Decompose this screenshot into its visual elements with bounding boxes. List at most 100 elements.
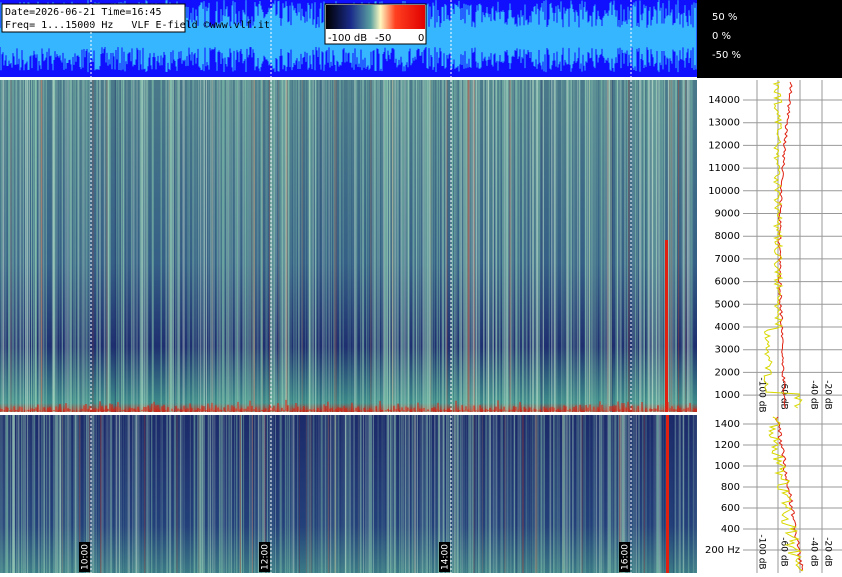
stripe [495,80,497,413]
freq-tick: 10000 [708,186,740,197]
stripe [430,80,432,413]
stripe [249,415,251,573]
stripe [663,80,666,413]
stripe [122,80,125,413]
stripe [675,80,677,413]
time-label: 12:00 [261,544,271,570]
db-label: -20 dB [823,537,833,566]
stripe [74,415,77,573]
stripe [456,415,459,573]
stripe [679,415,681,573]
stripe [618,80,620,413]
stripe [678,80,680,413]
stripe [180,415,182,573]
stripe [558,415,560,573]
stripe [475,415,477,573]
stripe [640,80,643,413]
stripe [511,415,513,573]
stripe [610,415,612,573]
stripe [457,415,460,573]
stripe [429,80,430,413]
stripe [510,415,511,573]
stripe [619,415,621,573]
stripe [52,80,54,413]
stripe [169,415,171,573]
stripe [273,80,276,413]
stripe [509,80,510,413]
stripe [390,415,391,573]
stripe [495,415,497,573]
stripe [695,415,697,573]
stripe [682,415,684,573]
stripe [306,415,308,573]
stripe [408,415,410,573]
stripe [534,415,536,573]
stripe [297,80,299,413]
stripe [508,415,510,573]
stripe [142,80,144,413]
stripe [285,415,286,573]
stripe [23,415,25,573]
stripe [370,80,372,413]
stripe [20,415,23,573]
stripe [539,80,541,413]
stripe [226,80,227,413]
stripe [52,415,54,573]
stripe [293,415,295,573]
stripe [201,415,203,573]
stripe [88,415,91,573]
stripe [181,415,183,573]
stripe [40,415,43,573]
stripe [486,415,488,573]
stripe [620,80,623,413]
stripe [475,80,477,413]
stripe [553,80,556,413]
stripe [273,80,275,413]
stripe [18,80,20,413]
stripe [690,80,693,413]
stripe [639,80,641,413]
stripe [656,415,657,573]
stripe [119,415,121,573]
stripe [251,415,253,573]
stripe [30,80,33,413]
stripe [553,415,555,573]
stripe [443,415,445,573]
stripe [404,80,406,413]
stripe [310,80,311,413]
stripe [79,415,81,573]
stripe [542,80,544,413]
stripe [171,80,173,413]
stripe [169,415,171,573]
stripe [28,80,30,413]
stripe [402,415,404,573]
stripe [576,415,578,573]
stripe [143,80,146,413]
stripe [329,80,331,413]
stripe [584,415,586,573]
stripe [4,80,6,413]
stripe [31,415,33,573]
stripe [11,415,14,573]
stripe [43,415,45,573]
stripe [136,415,138,573]
stripe [155,415,157,573]
stripe [260,80,262,413]
stripe [434,415,435,573]
time-label-bg [259,542,270,572]
stripe [1,415,3,573]
stripe [18,415,19,573]
stripe [227,80,228,413]
stripe [25,80,27,413]
stripe [413,415,416,573]
stripe [609,415,612,573]
stripe [416,415,418,573]
stripe [177,80,179,413]
stripe [32,80,34,413]
db-label: -60 dB [779,537,789,566]
stripe [132,80,134,413]
colorbar-label: -50 [375,33,391,44]
stripe [484,80,485,413]
stripe [684,80,687,413]
stripe [17,80,19,413]
